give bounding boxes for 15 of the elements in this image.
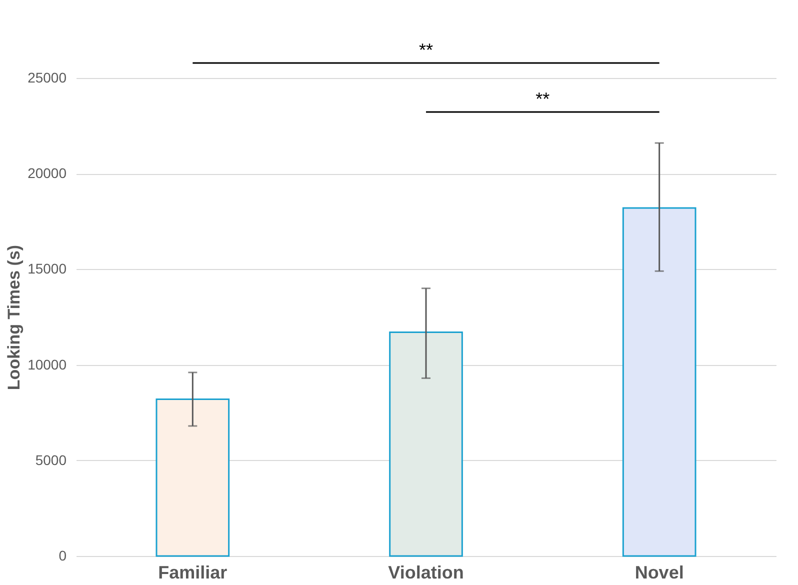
- x-tick-label: Novel: [634, 562, 684, 582]
- bar: [622, 207, 696, 557]
- x-tick-label: Familiar: [158, 562, 228, 582]
- y-tick-label: 5000: [35, 452, 67, 468]
- bar: [156, 398, 230, 557]
- text: **: [418, 40, 434, 60]
- y-tick-label: 15000: [28, 260, 67, 277]
- y-tick-label: 10000: [28, 356, 67, 372]
- bar: [389, 332, 463, 557]
- y-tick-label: 20000: [28, 165, 67, 182]
- y-tick-label: 0: [58, 548, 67, 564]
- annotation: **: [536, 89, 550, 109]
- x-tick-label: Violation: [388, 562, 464, 582]
- y-axis-title: Looking Times (s): [4, 244, 24, 390]
- y-tick-label: 25000: [28, 70, 67, 86]
